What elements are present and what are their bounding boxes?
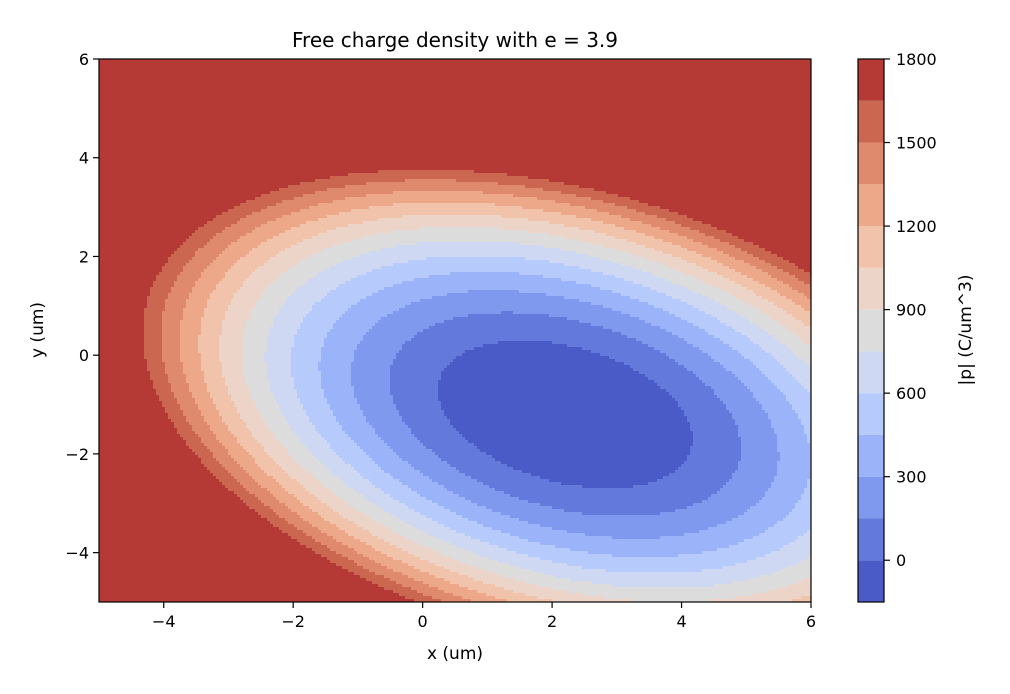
x-tick-label: 4 — [676, 612, 686, 631]
colorbar-band — [858, 142, 884, 185]
colorbar-tick-label: 300 — [896, 468, 927, 487]
colorbar-band — [858, 226, 884, 268]
colorbar-tick-label: 1800 — [896, 50, 937, 69]
colorbar-band — [858, 560, 884, 602]
x-tick-label: 2 — [547, 612, 557, 631]
colorbar-band — [858, 434, 884, 477]
colorbar-label: |p| (C/um^3) — [956, 275, 976, 386]
colorbar-band — [858, 351, 884, 394]
colorbar — [858, 59, 884, 602]
colorbar-tick-label: 600 — [896, 384, 927, 403]
chart-title: Free charge density with e = 3.9 — [292, 28, 618, 52]
colorbar-band — [858, 309, 884, 352]
plot-frame — [98, 58, 812, 603]
colorbar-tick-label: 900 — [896, 301, 927, 320]
x-tick-label: 0 — [418, 612, 428, 631]
y-tick-label: 2 — [79, 247, 89, 266]
colorbar-tick-label: 1500 — [896, 134, 937, 153]
plot-area — [99, 59, 811, 602]
colorbar-band — [858, 100, 884, 143]
colorbar-tick-label: 0 — [896, 551, 906, 570]
colorbar-band — [858, 184, 884, 227]
y-tick-label: 4 — [79, 149, 89, 168]
colorbar-frame — [857, 58, 885, 603]
colorbar-ticks: 0 300 600 900 1200 1500 1800 — [884, 50, 937, 570]
x-tick-label: 6 — [806, 612, 816, 631]
x-axis-ticks: −4 −2 0 2 4 6 — [152, 602, 816, 631]
colorbar-band — [858, 267, 884, 310]
y-tick-label: −4 — [65, 544, 89, 563]
y-tick-label: 0 — [79, 346, 89, 365]
y-axis-label: y (um) — [28, 302, 48, 358]
y-axis-ticks: −4 −2 0 2 4 6 — [65, 50, 99, 563]
colorbar-band — [858, 393, 884, 435]
colorbar-tick-label: 1200 — [896, 217, 937, 236]
colorbar-band — [858, 476, 884, 519]
y-tick-label: 6 — [79, 50, 89, 69]
x-axis-label: x (um) — [427, 644, 483, 664]
y-tick-label: −2 — [65, 445, 89, 464]
colorbar-band — [858, 59, 884, 101]
x-tick-label: −4 — [152, 612, 176, 631]
colorbar-band — [858, 518, 884, 561]
x-tick-label: −2 — [281, 612, 305, 631]
